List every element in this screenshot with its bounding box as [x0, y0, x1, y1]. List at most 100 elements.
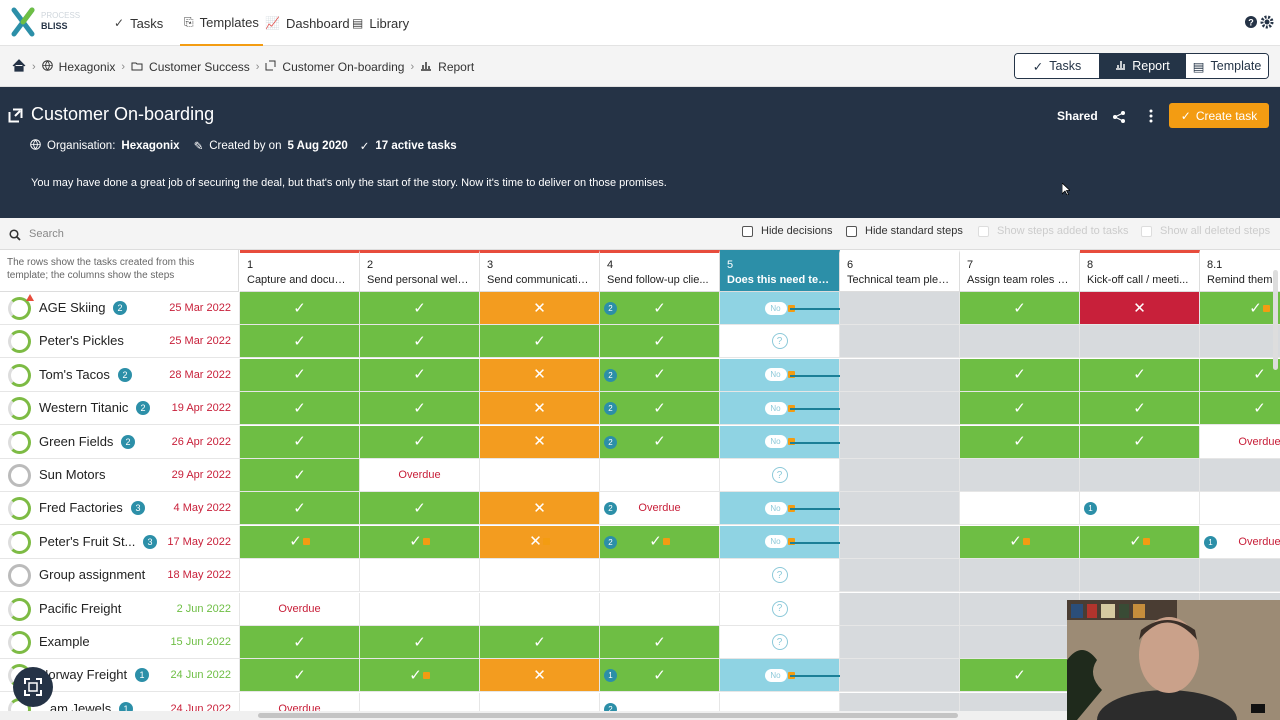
step-cell[interactable] — [960, 459, 1080, 492]
step-cell[interactable]: ✓ — [240, 358, 360, 392]
share-icon[interactable] — [1112, 110, 1126, 124]
step-cell[interactable] — [840, 425, 960, 459]
step-cell[interactable]: ✕ — [1080, 292, 1200, 325]
nav-library[interactable]: ▤ Library — [352, 0, 409, 46]
step-cell[interactable]: ✓ — [240, 325, 360, 359]
task-name[interactable]: Peter's Fruit St... — [39, 533, 136, 549]
step-cell[interactable] — [1200, 459, 1280, 492]
step-cell[interactable]: ✓ — [1200, 392, 1280, 426]
step-cell[interactable]: ? — [720, 459, 840, 492]
step-column-header-1[interactable]: 1 Capture and docum... — [240, 250, 360, 292]
step-cell[interactable]: ✓ — [360, 358, 480, 392]
step-cell[interactable]: 1 Overdue — [1200, 525, 1280, 559]
create-task-button[interactable]: ✓ Create task — [1169, 103, 1269, 128]
step-cell[interactable]: 1 — [1080, 492, 1200, 526]
step-cell[interactable]: ✓ — [960, 292, 1080, 325]
step-cell[interactable]: ✓ — [1200, 358, 1280, 392]
horizontal-scroll-thumb[interactable] — [258, 713, 958, 718]
step-column-header-5[interactable]: 5 Does this need tech... — [720, 250, 840, 292]
step-cell[interactable]: ✓ — [240, 492, 360, 526]
step-cell[interactable]: ✓ — [240, 292, 360, 325]
task-row-label[interactable]: Fred Factories 4 May 2022 3 — [0, 492, 240, 526]
step-cell[interactable]: ✓ — [360, 626, 480, 659]
step-cell[interactable]: ✕ — [480, 392, 600, 426]
nav-dashboard[interactable]: 📈 Dashboard — [265, 0, 350, 46]
step-cell[interactable] — [600, 459, 720, 492]
task-name[interactable]: Peter's Pickles — [39, 333, 124, 349]
task-row-label[interactable]: Pacific Freight 2 Jun 2022 — [0, 592, 240, 626]
step-cell[interactable] — [840, 459, 960, 492]
step-cell[interactable]: Overdue — [360, 459, 480, 492]
view-report-button[interactable]: Report — [1100, 54, 1186, 78]
step-cell[interactable]: ? — [720, 325, 840, 359]
step-cell[interactable] — [480, 592, 600, 626]
step-cell[interactable] — [480, 459, 600, 492]
step-cell[interactable]: ✕ — [480, 492, 600, 526]
step-cell[interactable]: ✓ — [360, 659, 480, 693]
step-cell[interactable] — [840, 592, 960, 626]
step-column-header-8[interactable]: 8 Kick-off call / meeti... — [1080, 250, 1200, 292]
step-cell[interactable]: ? — [720, 626, 840, 659]
step-column-header-2[interactable]: 2 Send personal welc... — [360, 250, 480, 292]
step-cell[interactable]: ✓ — [960, 392, 1080, 426]
task-row-label[interactable]: Peter's Fruit St... 17 May 2022 3 — [0, 525, 240, 559]
step-cell[interactable]: ✓ — [960, 659, 1080, 693]
step-cell[interactable]: Overdue — [1200, 425, 1280, 459]
checkbox-box[interactable] — [846, 225, 857, 237]
expand-icon[interactable] — [13, 667, 53, 707]
step-cell[interactable]: ✓ — [360, 392, 480, 426]
task-name[interactable]: Fred Factories — [39, 500, 123, 516]
step-cell[interactable]: ✓ — [960, 525, 1080, 559]
step-column-header-9[interactable]: 8.1 Remind them — [1200, 250, 1280, 292]
step-cell[interactable] — [1080, 325, 1200, 359]
step-cell[interactable] — [360, 592, 480, 626]
step-cell[interactable] — [360, 559, 480, 593]
step-cell[interactable]: ✓ — [480, 325, 600, 359]
step-cell[interactable]: ? — [720, 592, 840, 626]
step-cell[interactable] — [960, 592, 1080, 626]
step-cell[interactable]: No — [720, 659, 840, 693]
task-name[interactable]: Norway Freight — [39, 667, 128, 683]
step-cell[interactable] — [840, 292, 960, 325]
step-cell[interactable]: ✓ — [240, 626, 360, 659]
step-cell[interactable]: ✓ — [1080, 358, 1200, 392]
step-cell[interactable]: ✕ — [480, 425, 600, 459]
shared-label[interactable]: Shared — [1057, 109, 1098, 123]
step-cell[interactable]: No — [720, 525, 840, 559]
step-cell[interactable]: 2 ✓ — [600, 525, 720, 559]
task-name[interactable]: Tom's Tacos — [39, 366, 110, 382]
step-cell[interactable]: ✓ — [600, 626, 720, 659]
task-row-label[interactable]: Sun Motors 29 Apr 2022 — [0, 459, 240, 492]
step-cell[interactable]: 2 ✓ — [600, 425, 720, 459]
step-cell[interactable]: ✓ — [360, 492, 480, 526]
step-cell[interactable]: ✓ — [1080, 425, 1200, 459]
task-row-label[interactable]: AGE Skiing 25 Mar 2022 2 — [0, 292, 240, 325]
hide-standard-steps-checkbox[interactable]: Hide standard steps — [846, 225, 963, 237]
breadcrumb-customer-onboarding[interactable]: Customer On-boarding — [282, 59, 405, 74]
step-cell[interactable]: ✓ — [240, 659, 360, 693]
step-cell[interactable]: 2 ✓ — [600, 392, 720, 426]
step-cell[interactable]: ✓ — [480, 626, 600, 659]
gear-icon[interactable] — [1260, 15, 1274, 29]
step-cell[interactable]: ✓ — [1080, 392, 1200, 426]
step-cell[interactable]: 2 Overdue — [600, 492, 720, 526]
step-cell[interactable] — [240, 559, 360, 593]
step-cell[interactable] — [1080, 559, 1200, 593]
task-name[interactable]: Green Fields — [39, 433, 114, 449]
step-cell[interactable]: ✕ — [480, 659, 600, 693]
task-row-label[interactable]: Example 15 Jun 2022 — [0, 626, 240, 659]
step-cell[interactable] — [840, 659, 960, 693]
step-cell[interactable]: ✓ — [360, 525, 480, 559]
home-icon[interactable] — [12, 58, 26, 75]
step-cell[interactable]: ✓ — [1080, 525, 1200, 559]
step-cell[interactable] — [840, 325, 960, 359]
step-cell[interactable] — [840, 492, 960, 526]
task-name[interactable]: AGE Skiing — [39, 300, 106, 315]
step-cell[interactable]: ✓ — [360, 425, 480, 459]
step-cell[interactable] — [840, 392, 960, 426]
task-name[interactable]: Example — [39, 634, 90, 649]
breadcrumb-customer-success[interactable]: Customer Success — [149, 59, 250, 74]
task-name[interactable]: Pacific Freight — [39, 600, 122, 616]
task-row-label[interactable]: Tom's Tacos 28 Mar 2022 2 — [0, 358, 240, 392]
step-cell[interactable] — [840, 358, 960, 392]
